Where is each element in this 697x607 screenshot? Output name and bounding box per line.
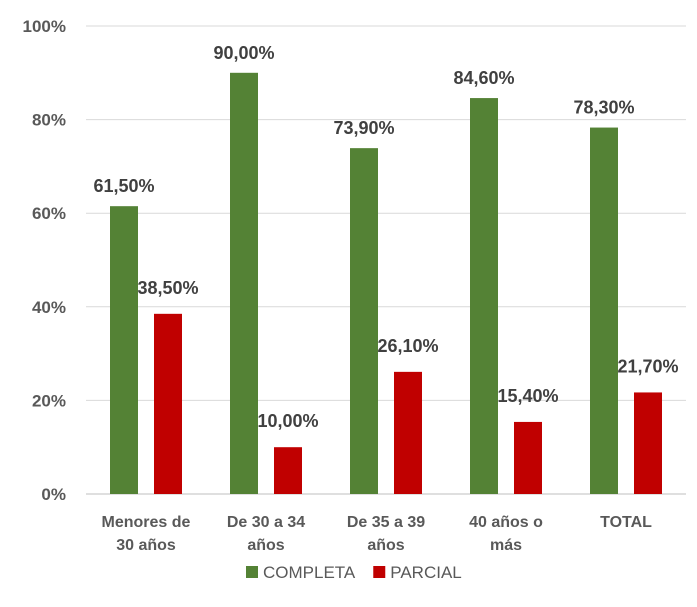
- x-tick-label: Menores de 30 años: [102, 514, 191, 554]
- data-label-completa: 73,90%: [333, 118, 394, 138]
- y-tick-label: 100%: [23, 17, 66, 36]
- bar-completa: [110, 206, 138, 494]
- data-label-completa: 84,60%: [453, 68, 514, 88]
- data-label-parcial: 38,50%: [137, 278, 198, 298]
- bar-parcial: [154, 313, 182, 494]
- legend: COMPLETA PARCIAL: [246, 563, 462, 582]
- bar-parcial: [514, 421, 542, 494]
- y-tick-label: 40%: [32, 298, 66, 317]
- x-tick-label: TOTAL: [600, 514, 652, 531]
- bar-parcial: [394, 371, 422, 494]
- x-axis-tick-labels: Menores de 30 años De 30 a 34 años De 35 a 3…: [102, 514, 653, 554]
- legend-label-parcial: PARCIAL: [390, 563, 462, 582]
- data-label-parcial: 15,40%: [497, 386, 558, 406]
- legend-swatch-completa: [246, 566, 258, 578]
- bar-completa: [350, 148, 378, 494]
- bar-parcial: [634, 392, 662, 494]
- data-label-completa: 78,30%: [573, 98, 634, 118]
- data-label-completa: 61,50%: [93, 176, 154, 196]
- data-label-parcial: 21,70%: [617, 356, 678, 376]
- x-tick-label: De 35 a 39 años: [347, 514, 425, 554]
- legend-label-completa: COMPLETA: [263, 563, 356, 582]
- legend-swatch-parcial: [373, 566, 386, 578]
- x-tick-label: De 30 a 34 años: [227, 514, 305, 554]
- data-label-completa: 90,00%: [213, 43, 274, 63]
- data-label-parcial: 26,10%: [377, 336, 438, 356]
- x-tick-label: 40 años o más: [469, 514, 543, 554]
- bar-completa: [470, 98, 498, 495]
- y-tick-label: 60%: [32, 204, 66, 223]
- y-tick-label: 80%: [32, 111, 66, 130]
- data-labels: 61,50% 90,00% 73,90% 84,60% 78,30% 38,50% 10,0…: [93, 43, 678, 431]
- gridlines: [86, 25, 686, 495]
- bars: [110, 72, 662, 495]
- y-tick-label: 0%: [41, 485, 66, 504]
- y-tick-label: 20%: [32, 391, 66, 410]
- bar-completa: [590, 127, 618, 494]
- y-axis-tick-labels: 0% 20% 40% 60% 80% 100%: [23, 17, 66, 504]
- data-label-parcial: 10,00%: [257, 411, 318, 431]
- bar-parcial: [274, 447, 302, 494]
- bar-completa: [230, 72, 258, 495]
